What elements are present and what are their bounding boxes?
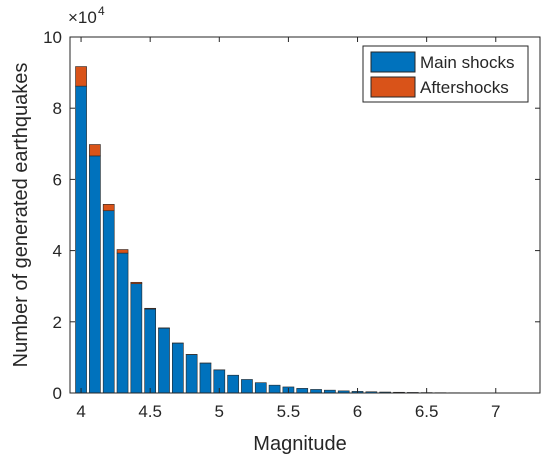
bar-main-shocks [227,374,239,394]
bar-main-shocks [171,342,184,394]
bar-main-shocks [241,379,253,394]
y-tick-label: 4 [53,242,62,261]
y-tick-labels: 0 2 4 6 8 10 [43,28,62,403]
bar-main-shocks [199,362,212,394]
legend-swatch-aftershocks [370,76,416,98]
aftershocks-series [75,66,226,371]
bar-aftershocks [89,144,101,157]
bar-main-shocks [158,327,170,394]
x-tick-label: 6 [353,402,362,421]
bar-main-shocks [185,354,198,394]
y-exponent-base: ×10 [68,8,97,27]
x-tick-label: 5.5 [277,402,301,421]
y-tick-label: 0 [53,384,62,403]
x-tick-label: 6.5 [415,402,439,421]
bar-main-shocks [116,252,129,394]
x-axis-title: Magnitude [253,433,346,455]
bar-aftershocks [75,66,87,87]
legend: Main shocks Aftershocks [362,45,529,103]
axes-box [69,36,541,394]
x-tick-label: 4.5 [138,402,162,421]
y-exponent-power: 4 [98,4,105,18]
bar-main-shocks [75,85,87,394]
bar-main-shocks [89,155,101,394]
y-exponent-label: ×10 4 [68,4,105,27]
bar-aftershocks [116,249,129,254]
bar-main-shocks [130,283,143,394]
y-tick-label: 8 [53,99,62,118]
bar-main-shocks [268,384,281,394]
x-tick-label: 4 [76,402,85,421]
main-shocks-series [75,85,530,394]
bar-main-shocks [296,388,309,394]
legend-label-aftershocks: Aftershocks [420,78,509,97]
bar-aftershocks [130,281,143,285]
legend-label-main-shocks: Main shocks [420,53,514,72]
y-tick-label: 10 [43,28,62,47]
y-axis-title: Number of generated earthquakes [10,63,32,368]
y-tick-label: 2 [53,313,62,332]
bar-main-shocks [254,382,267,394]
bar-main-shocks [310,389,322,394]
tick-marks [70,36,540,394]
bar-aftershocks [102,204,115,212]
bar-main-shocks [102,210,115,394]
x-tick-label: 5 [215,402,224,421]
y-tick-label: 6 [53,170,62,189]
legend-swatch-main-shocks [370,51,416,73]
bar-main-shocks [144,308,157,394]
bar-aftershocks [144,307,157,310]
x-tick-labels: 4 4.5 5 5.5 6 6.5 7 [76,402,500,421]
x-tick-label: 7 [491,402,500,421]
